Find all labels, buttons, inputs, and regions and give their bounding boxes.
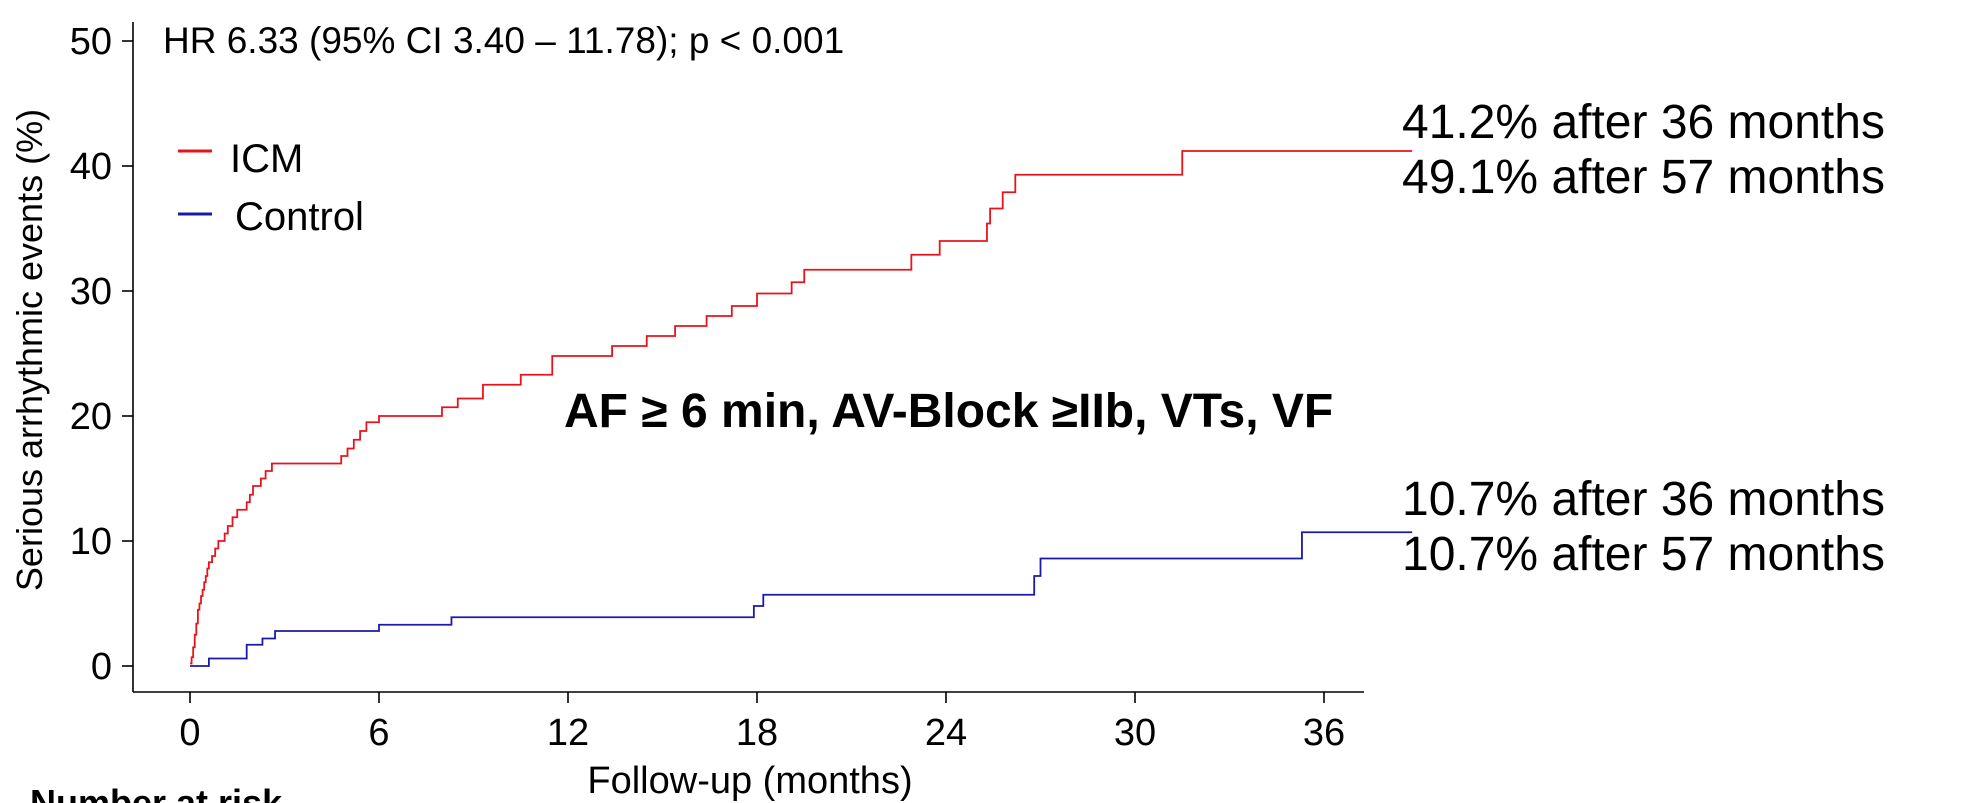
x-tick-label-6: 6 (368, 712, 389, 754)
y-tick-label-0: 0 (91, 646, 112, 688)
x-axis-title: Follow-up (months) (587, 760, 912, 802)
control-57-month-rate: 10.7% after 57 months (1402, 528, 1885, 581)
survival-curves (190, 150, 1413, 667)
control-36-month-rate: 10.7% after 36 months (1402, 473, 1885, 526)
x-tick-label-30: 30 (1114, 712, 1156, 754)
legend: ICM Control (178, 137, 364, 239)
y-tick-label-20: 20 (70, 396, 112, 438)
y-tick-label-50: 50 (70, 21, 112, 63)
x-tick-label-0: 0 (179, 712, 200, 754)
y-ticks: 0 10 20 30 40 50 (70, 21, 133, 688)
legend-label-icm: ICM (230, 137, 303, 181)
x-tick-label-24: 24 (925, 712, 967, 754)
series-line-icm (190, 150, 1413, 665)
x-tick-label-36: 36 (1303, 712, 1345, 754)
series-line-control (190, 531, 1413, 667)
icm-36-month-rate: 41.2% after 36 months (1402, 96, 1885, 149)
legend-label-control: Control (235, 195, 364, 239)
x-ticks: 0 6 12 18 24 30 36 (179, 692, 1345, 754)
y-tick-label-40: 40 (70, 146, 112, 188)
x-tick-label-12: 12 (547, 712, 589, 754)
hr-annotation: HR 6.33 (95% CI 3.40 – 11.78); p < 0.001 (163, 20, 844, 61)
number-at-risk-header: Number at risk (30, 782, 283, 803)
right-annotations: 41.2% after 36 months 49.1% after 57 mon… (1402, 96, 1885, 581)
y-tick-label-30: 30 (70, 271, 112, 313)
y-axis-title: Serious arrhythmic events (%) (9, 109, 50, 591)
event-definition-label: AF ≥ 6 min, AV-Block ≥IIb, VTs, VF (564, 385, 1333, 438)
y-tick-label-10: 10 (70, 521, 112, 563)
x-tick-label-18: 18 (736, 712, 778, 754)
icm-57-month-rate: 49.1% after 57 months (1402, 151, 1885, 204)
